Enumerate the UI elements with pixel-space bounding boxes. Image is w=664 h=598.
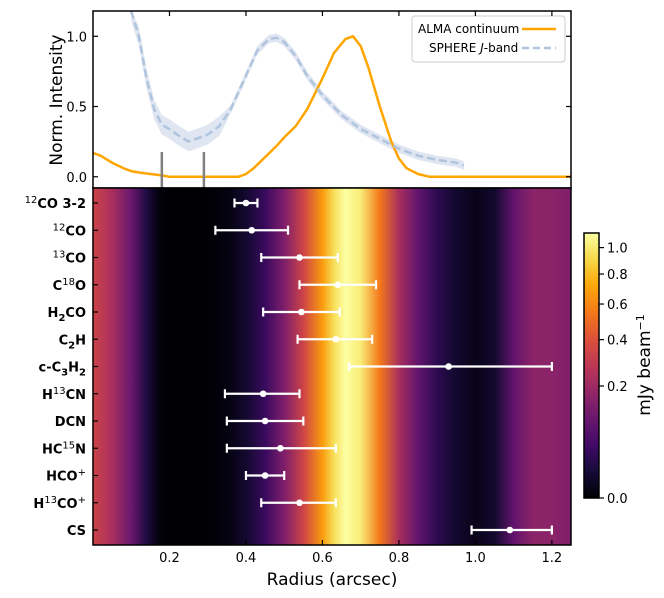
molecule-label: H13CO+: [33, 495, 86, 512]
legend-alma-label: ALMA continuum: [418, 22, 519, 36]
errorbar-point: [261, 417, 269, 425]
errorbar-h13cn: [223, 389, 301, 399]
top-ylabel: Norm. Intensity: [47, 34, 67, 165]
colorbar-gradient: [584, 233, 599, 498]
top-ytick-label: 0.5: [66, 101, 87, 116]
xtick-label: 1.2: [542, 551, 563, 566]
molecule-label: DCN: [55, 415, 86, 430]
colorbar: 0.0 0.2 0.4 0.6 0.8 1.0 mJy beam−1: [583, 232, 655, 507]
errorbar-point: [248, 226, 255, 234]
colorbar-tick-label: 0.4: [607, 334, 628, 349]
colorbar-tick-label: 1.0: [607, 242, 628, 257]
errorbar-point: [506, 526, 514, 534]
errorbar-point: [445, 363, 452, 370]
errorbar-point: [242, 199, 250, 207]
errorbar-dcn: [225, 416, 305, 426]
errorbar-point: [259, 390, 267, 398]
bottom-panel: 12CO 3-2 12CO 13CO C18O H2CO C2H c-C3H2 H13CN DC…: [25, 11, 572, 590]
colorbar-tick-label: 0.6: [607, 298, 628, 313]
errorbar-c18o: [298, 280, 378, 290]
colorbar-frame: [583, 232, 600, 499]
xtick-label: 0.4: [236, 551, 257, 566]
sphere-uncertainty-band: [131, 11, 464, 170]
xtick-label: 0.6: [312, 551, 333, 566]
alma-continuum-line: [92, 35, 571, 179]
xtick-label: 0.8: [389, 551, 410, 566]
errorbar-point: [332, 335, 340, 343]
colorbar-tick-label: 0.8: [607, 268, 628, 283]
molecule-label: H2CO: [48, 306, 86, 324]
top-ytick-label: 0.0: [66, 171, 87, 186]
errorbar-point: [296, 254, 303, 261]
colorbar-tick-label: 0.2: [607, 380, 628, 395]
errorbar-hco-: [244, 471, 286, 480]
errorbar-h2co: [262, 307, 341, 317]
legend-box: [411, 15, 566, 63]
molecule-label: HCO+: [46, 468, 86, 485]
molecule-label: c-C3H2: [39, 361, 87, 379]
errorbar-12co: [214, 225, 290, 235]
errorbar-hc15n: [225, 443, 337, 453]
errorbar-h13co-: [260, 498, 337, 508]
xlabel: Radius (arcsec): [267, 570, 398, 590]
sphere-jband-line: [130, 10, 465, 167]
molecule-label: 12CO: [53, 222, 86, 239]
errorbar-12co-3-2: [233, 198, 259, 208]
xtick-label: 0.2: [159, 551, 180, 566]
errorbar-point: [298, 308, 305, 316]
molecule-label: HC15N: [42, 440, 86, 457]
errorbar-c-c3h2: [348, 362, 553, 371]
xtick-label: 1.0: [465, 551, 486, 566]
legend: ALMA continuum SPHERE J-band: [411, 15, 566, 63]
top-panel: 0.0 0.5 1.0 Norm. Intensity ALMA continuum…: [47, 10, 572, 189]
errorbar-point: [296, 499, 303, 507]
colorbar-label: mJy beam−1: [634, 314, 655, 415]
errorbar-c2h: [296, 334, 374, 344]
molecule-label: C18O: [53, 277, 86, 294]
molecule-label: CS: [67, 524, 86, 539]
colorbar-tick-label: 0.0: [607, 492, 628, 507]
errorbar-cs: [470, 525, 553, 535]
molecule-label: H13CN: [42, 386, 86, 403]
top-ytick-label: 1.0: [66, 30, 87, 45]
molecule-label: 12CO 3-2: [25, 195, 86, 212]
errorbar-point: [334, 281, 342, 289]
molecule-label: 13CO: [53, 250, 86, 267]
molecule-label: C2H: [59, 333, 86, 351]
errorbar-13co: [260, 253, 339, 262]
errorbar-point: [277, 444, 284, 452]
legend-sphere-label: SPHERE J-band: [429, 41, 518, 55]
errorbar-point: [261, 472, 269, 479]
